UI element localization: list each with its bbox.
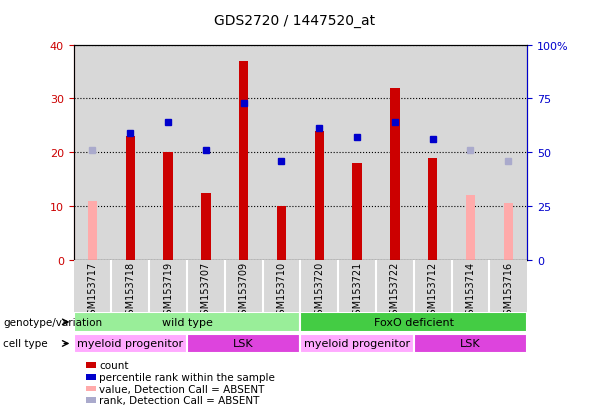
Bar <box>466 196 475 260</box>
Bar <box>187 45 225 260</box>
Text: value, Detection Call = ABSENT: value, Detection Call = ABSENT <box>99 384 265 394</box>
Bar <box>225 45 262 260</box>
Text: genotype/variation: genotype/variation <box>3 317 102 327</box>
Text: wild type: wild type <box>162 317 212 327</box>
Bar <box>239 62 248 260</box>
Bar <box>300 45 338 260</box>
Bar <box>187 334 300 354</box>
Bar <box>300 334 414 354</box>
Bar <box>201 193 211 260</box>
Bar <box>126 137 135 260</box>
Bar <box>338 45 376 260</box>
Bar <box>376 260 414 312</box>
Bar <box>352 164 362 260</box>
Text: count: count <box>99 361 129 370</box>
Text: GSM153709: GSM153709 <box>238 261 249 320</box>
Bar <box>262 45 300 260</box>
Bar <box>86 386 96 392</box>
Text: GSM153714: GSM153714 <box>465 261 476 320</box>
Bar <box>452 260 489 312</box>
Text: GSM153712: GSM153712 <box>428 261 438 320</box>
Text: LSK: LSK <box>460 339 481 349</box>
Bar <box>276 206 286 260</box>
Bar <box>414 260 452 312</box>
Bar <box>86 397 96 403</box>
Bar <box>414 45 452 260</box>
Bar <box>300 312 527 332</box>
Text: rank, Detection Call = ABSENT: rank, Detection Call = ABSENT <box>99 395 260 405</box>
Bar <box>112 260 149 312</box>
Text: percentile rank within the sample: percentile rank within the sample <box>99 372 275 382</box>
Bar <box>262 260 300 312</box>
Text: GSM153722: GSM153722 <box>390 261 400 320</box>
Text: GSM153718: GSM153718 <box>125 261 135 320</box>
Text: GSM153716: GSM153716 <box>503 261 513 320</box>
Text: cell type: cell type <box>3 339 48 349</box>
Bar <box>86 363 96 368</box>
Text: GDS2720 / 1447520_at: GDS2720 / 1447520_at <box>214 14 375 28</box>
Text: LSK: LSK <box>234 339 254 349</box>
Text: GSM153717: GSM153717 <box>88 261 97 320</box>
Text: GSM153707: GSM153707 <box>201 261 211 320</box>
Bar <box>338 260 376 312</box>
Bar <box>163 153 173 260</box>
Bar <box>74 260 112 312</box>
Bar <box>86 374 96 380</box>
Bar <box>74 312 300 332</box>
Bar <box>390 88 400 260</box>
Bar <box>428 158 438 260</box>
Text: FoxO deficient: FoxO deficient <box>374 317 454 327</box>
Bar <box>149 260 187 312</box>
Text: myeloid progenitor: myeloid progenitor <box>304 339 410 349</box>
Bar <box>187 260 225 312</box>
Bar <box>489 45 527 260</box>
Bar <box>489 260 527 312</box>
Bar <box>376 45 414 260</box>
Bar <box>314 131 324 260</box>
Text: GSM153710: GSM153710 <box>276 261 286 320</box>
Bar <box>503 204 513 260</box>
Text: myeloid progenitor: myeloid progenitor <box>77 339 183 349</box>
Bar <box>74 334 187 354</box>
Bar <box>149 45 187 260</box>
Bar <box>452 45 489 260</box>
Text: GSM153720: GSM153720 <box>314 261 324 320</box>
Bar <box>300 260 338 312</box>
Bar <box>74 45 112 260</box>
Text: GSM153719: GSM153719 <box>163 261 173 320</box>
Text: GSM153721: GSM153721 <box>352 261 362 320</box>
Bar <box>112 45 149 260</box>
Bar <box>414 334 527 354</box>
Bar <box>88 201 97 260</box>
Bar <box>225 260 262 312</box>
